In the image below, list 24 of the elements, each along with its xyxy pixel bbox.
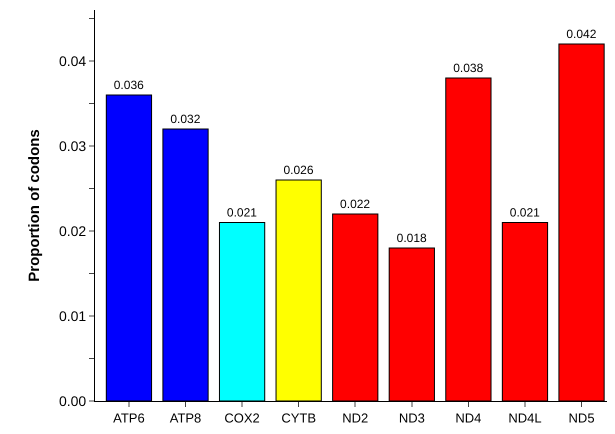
y-tick-label: 0.04 <box>58 52 86 69</box>
y-axis-title: Proportion of codons <box>26 129 44 282</box>
y-tick-label: 0.03 <box>58 138 86 154</box>
x-tick-label: CYTB <box>281 410 316 426</box>
data-label: 0.042 <box>566 27 597 41</box>
data-label: 0.021 <box>226 206 258 220</box>
data-label: 0.032 <box>170 112 201 126</box>
data-label: 0.018 <box>396 231 427 245</box>
x-tick-label: ATP6 <box>113 410 145 426</box>
y-tick-label: 0.00 <box>58 392 86 409</box>
x-tick-label: ND4L <box>508 410 542 426</box>
data-label: 0.022 <box>340 197 370 211</box>
data-label: 0.038 <box>453 61 484 75</box>
data-label: 0.021 <box>510 206 540 220</box>
y-tick-label: 0.01 <box>58 308 86 324</box>
x-tick-label: COX2 <box>224 410 260 426</box>
x-tick-label: ND3 <box>398 410 425 426</box>
x-tick-label: ATP8 <box>170 410 202 426</box>
data-label: 0.036 <box>114 78 144 92</box>
data-label: 0.026 <box>283 163 314 177</box>
x-tick-label: ND4 <box>455 410 482 426</box>
y-tick-label: 0.02 <box>58 222 86 239</box>
x-tick-label: ND5 <box>568 410 595 426</box>
x-tick-label: ND2 <box>342 410 368 426</box>
